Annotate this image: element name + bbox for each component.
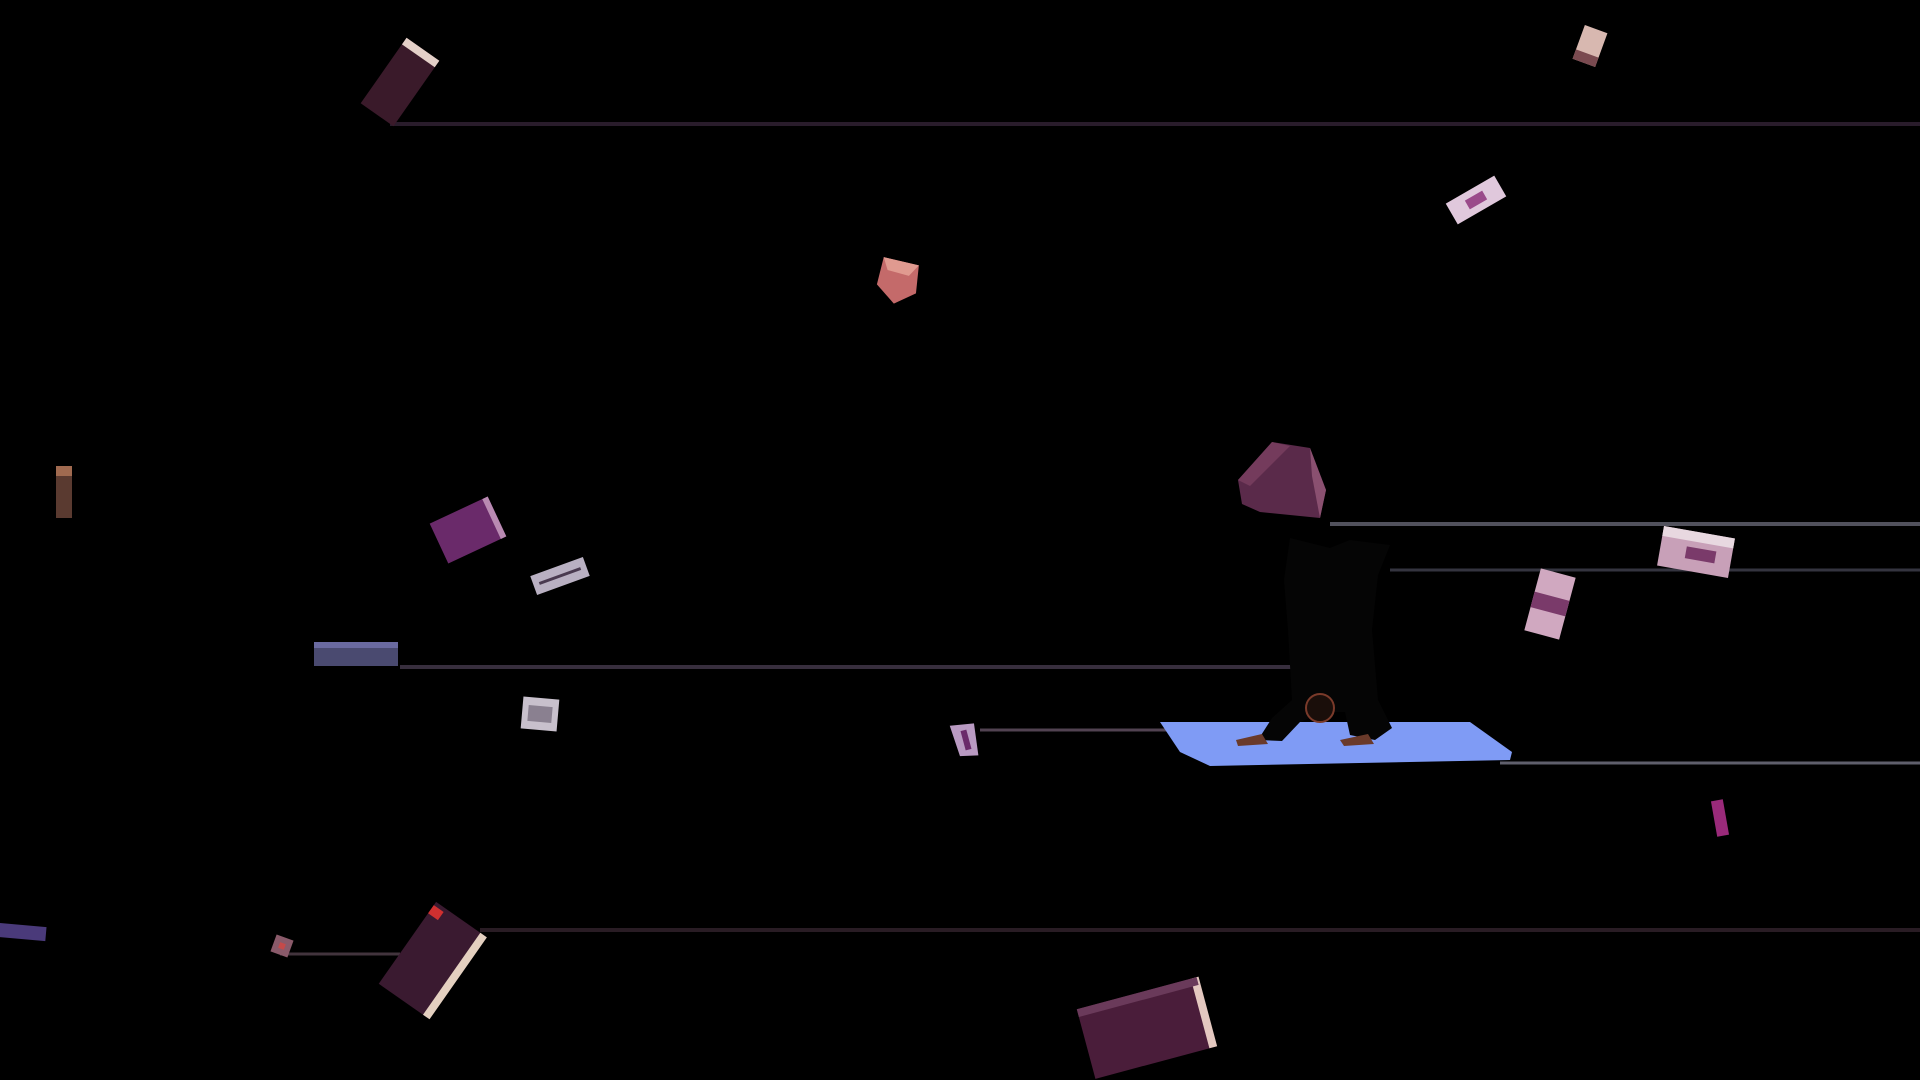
debris-block <box>1445 175 1507 225</box>
debris-block <box>520 696 560 732</box>
debris-block <box>314 642 398 666</box>
figure-body <box>1258 538 1392 741</box>
debris-block <box>1524 568 1576 640</box>
debris-block <box>378 901 487 1020</box>
held-cube <box>1238 442 1326 518</box>
debris-block <box>429 496 507 564</box>
debris-block <box>1076 976 1218 1079</box>
debris-block <box>360 37 440 127</box>
debris-block <box>530 557 590 595</box>
debris-block <box>270 934 294 958</box>
figure-head <box>1305 693 1335 723</box>
figure-foot-right <box>1340 734 1374 746</box>
debris-block <box>949 723 979 757</box>
debris-block <box>1710 799 1730 837</box>
debris-block <box>1572 24 1608 68</box>
debris-block <box>0 922 47 942</box>
debris-block <box>876 257 919 304</box>
player-figure <box>1236 538 1392 746</box>
floor-glow <box>1160 722 1512 766</box>
debris-block <box>1657 526 1735 578</box>
motion-streaks <box>280 122 1920 956</box>
debris-block <box>56 466 72 518</box>
figure-foot-left <box>1236 734 1268 746</box>
debris-field <box>0 24 1735 1079</box>
